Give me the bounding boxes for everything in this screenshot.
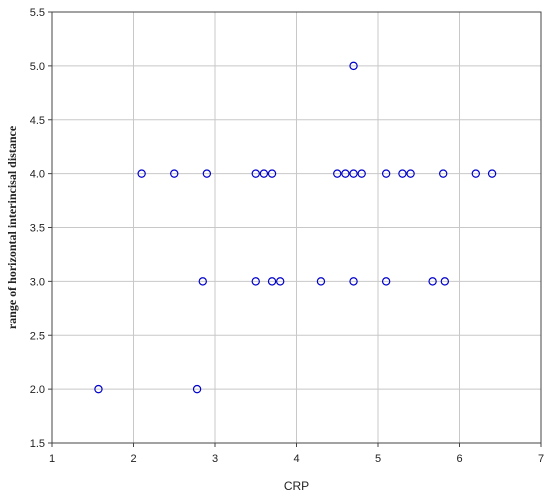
data-point <box>349 277 358 286</box>
x-tick-label: 5 <box>375 453 381 465</box>
data-point <box>267 277 277 286</box>
x-tick-label: 6 <box>456 453 462 465</box>
y-tick-label: 1.5 <box>30 438 45 450</box>
data-point <box>349 169 358 178</box>
x-tick-label: 7 <box>538 453 544 465</box>
data-point <box>440 277 450 286</box>
data-point <box>428 277 437 286</box>
data-point <box>259 169 269 178</box>
data-point <box>357 169 366 178</box>
data-point <box>341 169 350 178</box>
data-point <box>170 169 179 178</box>
data-point <box>276 277 285 286</box>
y-tick-label: 4.5 <box>30 115 45 127</box>
data-points <box>94 61 497 394</box>
data-point <box>487 169 497 178</box>
data-point <box>192 384 202 394</box>
data-point <box>267 169 277 178</box>
data-point <box>316 277 326 286</box>
gridlines <box>52 12 541 443</box>
x-tick-label: 3 <box>212 453 218 465</box>
data-point <box>251 169 260 178</box>
data-point <box>251 277 260 286</box>
x-axis-label: CRP <box>284 479 309 493</box>
y-tick-label: 3.0 <box>30 276 45 288</box>
x-tick-label: 4 <box>293 453 299 465</box>
y-tick-label: 4.0 <box>30 169 45 181</box>
y-tick-label: 5.0 <box>30 61 45 73</box>
x-tick-label: 2 <box>130 453 136 465</box>
data-point <box>406 169 415 178</box>
data-point <box>349 61 358 71</box>
data-point <box>137 169 146 178</box>
data-point <box>471 169 480 178</box>
data-point <box>439 169 448 178</box>
y-tick-label: 2.5 <box>30 330 45 342</box>
data-point <box>381 169 391 178</box>
data-point <box>381 277 391 286</box>
data-point <box>94 384 103 394</box>
data-point <box>398 169 407 178</box>
y-tick-label: 5.5 <box>30 7 45 19</box>
data-point <box>333 169 342 178</box>
axis-ticks: 1 2 3 4 5 6 7 1.5 2.0 2.5 3.0 3.5 4.0 4.5 5.0 5.5 <box>30 7 544 465</box>
y-tick-label: 2.0 <box>30 384 45 396</box>
y-tick-label: 3.5 <box>30 223 45 235</box>
x-tick-label: 1 <box>49 453 55 465</box>
data-point <box>202 169 212 178</box>
data-point <box>198 277 207 286</box>
y-axis-label: range of horizontal interincisal distanc… <box>5 125 19 329</box>
